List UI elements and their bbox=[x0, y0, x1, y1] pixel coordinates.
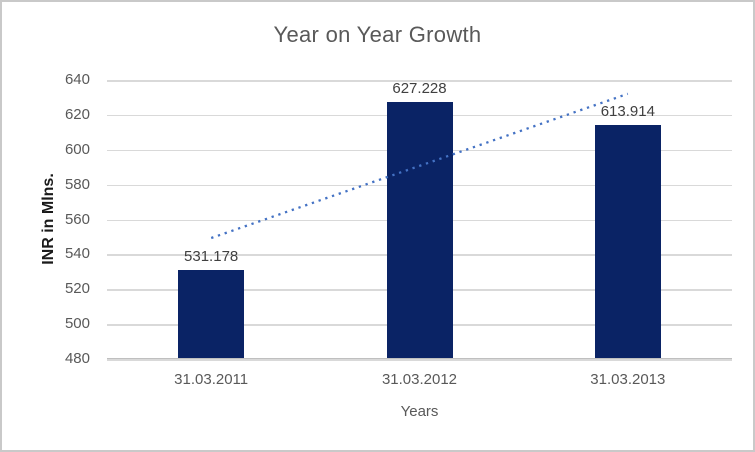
y-tick-label: 560 bbox=[64, 210, 90, 228]
y-tick-label: 480 bbox=[64, 350, 90, 367]
plot-area bbox=[107, 80, 732, 361]
bar bbox=[178, 269, 245, 359]
y-tick-label: 620 bbox=[64, 105, 90, 123]
x-axis-title: Years bbox=[400, 403, 439, 420]
trendline-segment bbox=[210, 92, 629, 240]
y-tick-label: 580 bbox=[64, 175, 90, 193]
x-tick-label: 31.03.2013 bbox=[590, 371, 666, 388]
bar bbox=[386, 102, 453, 359]
gridline bbox=[107, 80, 732, 82]
data-label: 531.178 bbox=[184, 247, 239, 265]
chart-title: Year on Year Growth bbox=[273, 22, 482, 47]
trendline bbox=[210, 92, 629, 240]
y-tick-label: 500 bbox=[64, 315, 90, 333]
y-tick-label: 600 bbox=[64, 140, 90, 158]
bar bbox=[594, 125, 661, 359]
x-tick-label: 31.03.2012 bbox=[381, 371, 458, 388]
gridline bbox=[107, 359, 732, 361]
y-tick-label: 540 bbox=[64, 245, 90, 263]
data-label: 627.228 bbox=[392, 80, 447, 98]
y-tick-label: 520 bbox=[64, 280, 90, 298]
data-label: 613.914 bbox=[600, 103, 655, 121]
y-tick-label: 640 bbox=[64, 71, 90, 88]
x-axis-line bbox=[107, 357, 732, 360]
x-tick-label: 31.03.2011 bbox=[174, 371, 249, 388]
